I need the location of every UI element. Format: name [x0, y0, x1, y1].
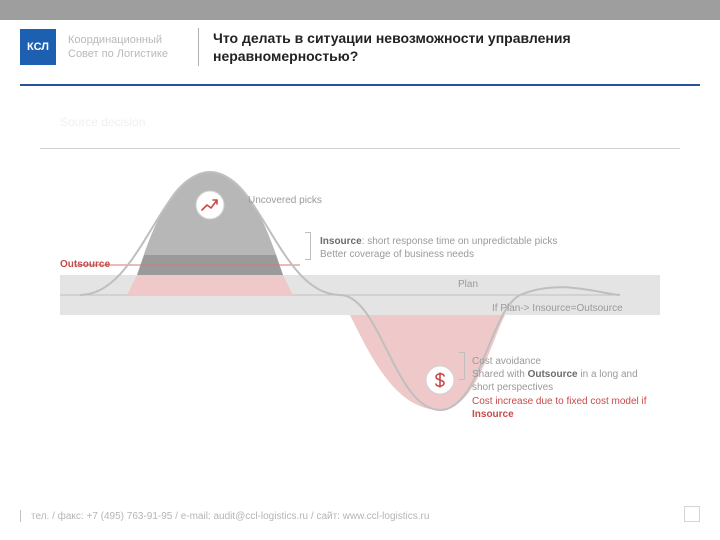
footer-text: тел. / факс: +7 (495) 763-91-95 / e-mail… — [31, 511, 429, 522]
insource-bracket — [310, 232, 311, 260]
logo-box: КСЛ — [20, 29, 56, 65]
label-cost-line2-strong: Outsource — [528, 369, 578, 380]
label-cost-increase-pre: Cost increase due to fixed cost model if — [472, 396, 647, 407]
org-line-2: Совет по Логистике — [68, 47, 168, 61]
trend-up-icon — [196, 191, 224, 219]
label-cost-increase: Cost increase due to fixed cost model if… — [472, 395, 660, 421]
label-cost-line1: Cost avoidance — [472, 356, 541, 367]
fill-segment — [127, 275, 293, 295]
header: КСЛ Координационный Совет по Логистике Ч… — [20, 24, 700, 70]
cost-bracket — [464, 352, 465, 380]
label-plan-equation: If Plan-> Insource=Outsource — [492, 302, 623, 315]
footer: тел. / факс: +7 (495) 763-91-95 / e-mail… — [20, 510, 700, 522]
money-bag-icon — [426, 366, 454, 394]
logo-text: КСЛ — [27, 41, 49, 53]
label-cost-increase-strong: Insource — [472, 409, 514, 420]
slide-page: КСЛ Координационный Совет по Логистике Ч… — [0, 0, 720, 540]
thin-rule — [40, 148, 680, 149]
label-insource-line2: Better coverage of business needs — [320, 249, 474, 260]
top-grey-bar — [0, 0, 720, 20]
footer-separator — [20, 510, 21, 522]
label-cost-avoidance: Cost avoidance Shared with Outsource in … — [472, 355, 660, 394]
label-plan: Plan — [458, 278, 478, 291]
page-title: Что делать в ситуации невозможности упра… — [213, 29, 633, 65]
faded-subtitle: Source decision — [60, 115, 145, 129]
label-insource-strong: Insource — [320, 236, 362, 247]
org-line-1: Координационный — [68, 33, 168, 47]
title-separator — [198, 28, 199, 66]
demand-wave-chart: Uncovered picks Outsource Insource: shor… — [60, 160, 660, 460]
header-rule — [20, 84, 700, 86]
label-insource-rest: : short response time on unpredictable p… — [362, 236, 558, 247]
label-cost-line2-pre: Shared with — [472, 369, 528, 380]
label-insource-block: Insource: short response time on unpredi… — [320, 235, 557, 261]
label-uncovered-picks: Uncovered picks — [248, 194, 322, 207]
org-name: Координационный Совет по Логистике — [68, 33, 168, 61]
label-outsource: Outsource — [60, 258, 110, 271]
page-number-box — [684, 506, 700, 522]
